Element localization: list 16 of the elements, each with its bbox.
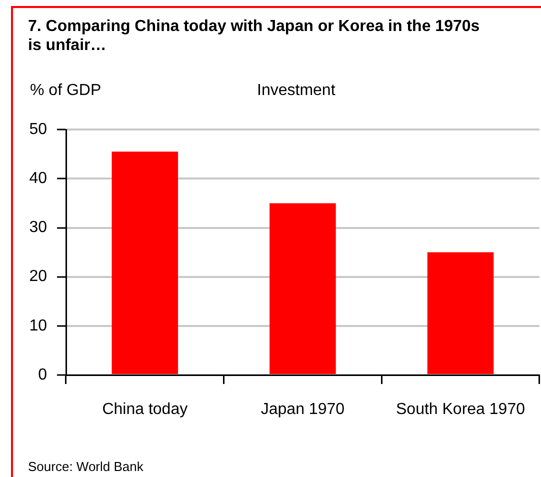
y-axis-title: % of GDP <box>30 82 102 100</box>
y-tick-label: 0 <box>38 366 48 384</box>
chart-title: 7. Comparing China today with Japan or Korea in the 1970s is unfair… <box>28 17 481 55</box>
y-tick-label: 10 <box>29 317 48 334</box>
source-note: Source: World Bank <box>28 459 144 474</box>
bar <box>112 152 178 374</box>
bar <box>270 203 336 374</box>
y-tick-label: 30 <box>29 219 48 236</box>
y-tick-label: 40 <box>29 170 48 188</box>
chart-subtitle: Investment <box>257 82 336 100</box>
y-tick-label: 50 <box>29 121 48 138</box>
x-tick-label: Japan 1970 <box>260 401 345 418</box>
bar <box>427 252 494 374</box>
x-tick-label: South Korea 1970 <box>396 401 526 418</box>
y-tick-label: 20 <box>29 268 48 286</box>
x-tick-label: China today <box>102 401 188 418</box>
